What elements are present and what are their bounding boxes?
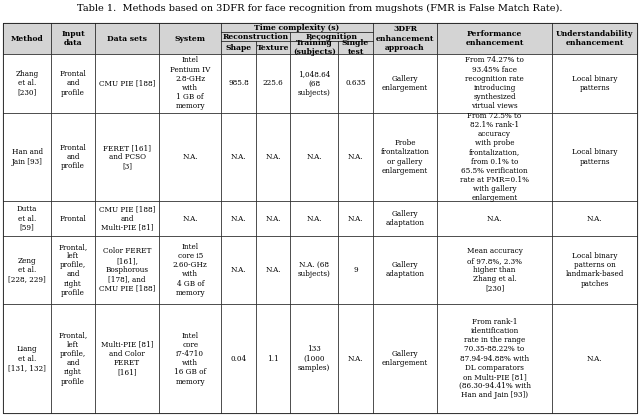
Bar xyxy=(437,113,552,201)
Text: 1,048.64
(68
subjects): 1,048.64 (68 subjects) xyxy=(298,70,331,97)
Bar xyxy=(373,23,437,54)
Text: Gallery
enlargement: Gallery enlargement xyxy=(382,75,428,92)
Text: N.A.: N.A. xyxy=(307,153,322,161)
Bar xyxy=(3,54,51,113)
Bar xyxy=(437,23,552,54)
Text: Gallery
enlargement: Gallery enlargement xyxy=(382,350,428,367)
Bar xyxy=(552,23,637,54)
Text: 985.8: 985.8 xyxy=(228,79,249,87)
Bar xyxy=(221,54,256,113)
Text: Multi-PIE [81]
and Color
FERET
[161]: Multi-PIE [81] and Color FERET [161] xyxy=(100,341,154,376)
Bar xyxy=(221,23,373,32)
Text: 1.1: 1.1 xyxy=(267,354,279,363)
Bar xyxy=(339,304,373,413)
Bar xyxy=(159,304,221,413)
Bar xyxy=(552,304,637,413)
Bar xyxy=(221,41,256,54)
Text: Intel
Pentium IV
2.8-GHz
with
1 GB of
memory: Intel Pentium IV 2.8-GHz with 1 GB of me… xyxy=(170,57,211,111)
Bar xyxy=(290,113,339,201)
Bar xyxy=(339,235,373,304)
Text: Shape: Shape xyxy=(225,44,252,52)
Bar xyxy=(552,201,637,235)
Text: From 74.27% to
93.45% face
recognition rate
introducing
synthesized
virtual view: From 74.27% to 93.45% face recognition r… xyxy=(465,57,524,111)
Bar xyxy=(437,235,552,304)
Bar xyxy=(95,304,159,413)
Text: N.A.: N.A. xyxy=(265,266,281,274)
Text: System: System xyxy=(175,35,205,42)
Text: 0.635: 0.635 xyxy=(346,79,366,87)
Bar xyxy=(339,54,373,113)
Bar xyxy=(95,113,159,201)
Bar xyxy=(51,201,95,235)
Text: From rank-1
identification
rate in the range
70.35-88.22% to
87.94-94.88% with
D: From rank-1 identification rate in the r… xyxy=(459,318,531,399)
Text: Local binary
patterns: Local binary patterns xyxy=(572,75,617,92)
Text: N.A.: N.A. xyxy=(587,215,602,223)
Text: N.A.: N.A. xyxy=(182,153,198,161)
Text: Training
(subjects): Training (subjects) xyxy=(293,39,336,56)
Text: N.A.: N.A. xyxy=(265,153,281,161)
Text: CMU PIE [188]
and
Multi-PIE [81]: CMU PIE [188] and Multi-PIE [81] xyxy=(99,206,156,232)
Bar xyxy=(3,235,51,304)
Bar xyxy=(221,32,290,41)
Text: N.A.: N.A. xyxy=(487,215,502,223)
Text: Intel
core
i7-4710
with
16 GB of
memory: Intel core i7-4710 with 16 GB of memory xyxy=(174,332,206,386)
Text: N.A.: N.A. xyxy=(230,153,246,161)
Bar xyxy=(256,235,290,304)
Bar xyxy=(95,23,159,54)
Text: N.A.: N.A. xyxy=(230,266,246,274)
Text: Color FERET
[161],
Bosphorous
[178], and
CMU PIE [188]: Color FERET [161], Bosphorous [178], and… xyxy=(99,248,156,292)
Bar xyxy=(552,235,637,304)
Bar xyxy=(3,23,51,54)
Text: N.A.: N.A. xyxy=(348,215,364,223)
Bar xyxy=(256,54,290,113)
Bar xyxy=(373,54,437,113)
Text: From 72.5% to
82.1% rank-1
accuracy
with probe
frontalization,
from 0.1% to
65.5: From 72.5% to 82.1% rank-1 accuracy with… xyxy=(460,111,529,203)
Text: N.A.: N.A. xyxy=(307,215,322,223)
Text: Intel
core i5
2.60-GHz
with
4 GB of
memory: Intel core i5 2.60-GHz with 4 GB of memo… xyxy=(173,243,207,297)
Text: Frontal
and
profile: Frontal and profile xyxy=(60,144,86,170)
Text: N.A.: N.A. xyxy=(587,354,602,363)
Text: Liang
et al.
[131, 132]: Liang et al. [131, 132] xyxy=(8,345,46,372)
Text: 3DFR
enhancement
approach: 3DFR enhancement approach xyxy=(376,25,435,52)
Bar xyxy=(339,113,373,201)
Bar xyxy=(290,41,339,54)
Bar xyxy=(437,54,552,113)
Text: N.A.: N.A. xyxy=(348,354,364,363)
Bar xyxy=(221,113,256,201)
Text: 9: 9 xyxy=(353,266,358,274)
Text: Zhang
et al.
[230]: Zhang et al. [230] xyxy=(15,70,39,97)
Text: Table 1.  Methods based on 3DFR for face recognition from mugshots (FMR is False: Table 1. Methods based on 3DFR for face … xyxy=(77,4,563,13)
Bar xyxy=(51,23,95,54)
Bar xyxy=(95,54,159,113)
Text: N.A.: N.A. xyxy=(265,215,281,223)
Bar xyxy=(159,54,221,113)
Text: Reconstruction: Reconstruction xyxy=(223,32,289,41)
Bar xyxy=(552,113,637,201)
Bar xyxy=(159,235,221,304)
Text: Mean accuracy
of 97.8%, 2.3%
higher than
Zhang et al.
[230]: Mean accuracy of 97.8%, 2.3% higher than… xyxy=(467,248,522,292)
Text: Method: Method xyxy=(11,35,44,42)
Text: Texture: Texture xyxy=(257,44,289,52)
Bar xyxy=(51,235,95,304)
Text: N.A.: N.A. xyxy=(182,215,198,223)
Bar xyxy=(221,304,256,413)
Bar xyxy=(290,235,339,304)
Bar xyxy=(373,235,437,304)
Text: Han and
Jain [93]: Han and Jain [93] xyxy=(12,149,43,166)
Text: Local binary
patterns on
landmark-based
patches: Local binary patterns on landmark-based … xyxy=(565,252,624,288)
Text: N.A.: N.A. xyxy=(348,153,364,161)
Text: N.A.: N.A. xyxy=(230,215,246,223)
Bar xyxy=(3,113,51,201)
Bar xyxy=(373,201,437,235)
Text: 225.6: 225.6 xyxy=(262,79,284,87)
Bar xyxy=(552,54,637,113)
Text: Understandability
enhancement: Understandability enhancement xyxy=(556,30,633,47)
Bar xyxy=(256,201,290,235)
Text: Input
data: Input data xyxy=(61,30,85,47)
Text: N.A. (68
subjects): N.A. (68 subjects) xyxy=(298,261,331,278)
Bar xyxy=(95,235,159,304)
Text: Frontal,
left
profile,
and
right
profile: Frontal, left profile, and right profile xyxy=(58,243,88,297)
Text: Dutta
et al.
[59]: Dutta et al. [59] xyxy=(17,206,37,232)
Bar xyxy=(290,201,339,235)
Text: Data sets: Data sets xyxy=(107,35,147,42)
